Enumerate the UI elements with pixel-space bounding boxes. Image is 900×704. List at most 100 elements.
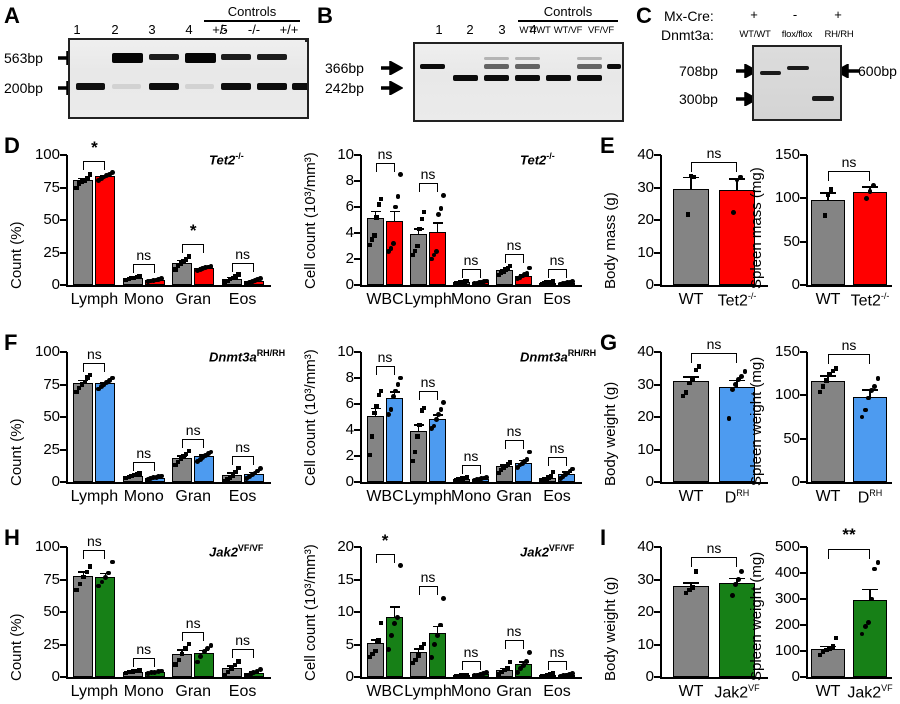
data-point <box>386 248 392 254</box>
y-tick <box>354 180 361 182</box>
data-point <box>225 477 230 482</box>
data-point <box>499 669 504 674</box>
data-point <box>503 463 508 468</box>
genotype-annotation: Dnmt3aRH/RH <box>520 348 597 365</box>
data-point <box>82 379 87 385</box>
data-point <box>684 590 689 596</box>
error-bar <box>181 649 183 654</box>
panel-b-control-lane-vfvf: VF/VF <box>588 25 614 36</box>
significance-label: * <box>381 530 389 550</box>
data-point <box>82 178 87 183</box>
bar-D <box>719 387 755 482</box>
gel-band <box>484 64 509 69</box>
data-point <box>824 378 829 383</box>
data-point <box>742 369 748 374</box>
data-point <box>419 644 424 650</box>
data-point <box>233 470 238 475</box>
bar-Lymph-D-RH <box>95 383 116 482</box>
y-tick <box>654 611 661 613</box>
y-tick-label: 8 <box>345 172 354 189</box>
y-axis-label: Count (%) <box>8 613 25 681</box>
data-point <box>523 659 529 664</box>
data-point <box>151 475 156 481</box>
error-bar-cap <box>389 210 400 213</box>
significance-bracket <box>691 557 737 568</box>
bar-WBC-WT <box>367 643 384 677</box>
y-tick <box>800 240 807 243</box>
data-point <box>460 476 465 481</box>
data-point <box>693 367 698 373</box>
data-point <box>539 674 544 679</box>
data-point <box>258 667 263 673</box>
data-point <box>247 671 253 677</box>
data-point <box>541 477 547 482</box>
y-axis-label-text: Cell count (10³/mm³) <box>302 152 319 289</box>
data-point <box>181 454 186 459</box>
data-point <box>872 566 878 572</box>
gel-background-b <box>415 44 622 120</box>
y-tick-label: 30 <box>637 375 654 393</box>
y-tick <box>60 611 67 613</box>
bar-Lymph-WT <box>73 382 94 482</box>
data-point <box>74 390 79 395</box>
y-axis-I-left <box>660 547 662 678</box>
data-point <box>393 388 399 394</box>
significance-bracket <box>828 171 870 182</box>
x-tick-label: Lymph <box>404 488 452 505</box>
bar-Jak2 <box>853 599 887 677</box>
significance-label: ns <box>506 237 522 254</box>
data-point <box>228 276 233 282</box>
error-bar-cap <box>226 472 237 474</box>
data-point <box>472 673 478 679</box>
data-point <box>392 621 397 627</box>
data-point <box>569 279 575 285</box>
significance-bracket <box>375 162 395 172</box>
data-point <box>821 650 826 655</box>
data-point <box>684 390 689 395</box>
data-point <box>109 170 115 175</box>
x-axis-G-right <box>806 482 892 484</box>
data-point <box>696 364 702 369</box>
significance-bracket <box>828 354 870 365</box>
y-axis-label-text: Cell count (10³/mm³) <box>302 544 319 681</box>
data-point <box>376 202 382 207</box>
significance-label: ns <box>463 251 479 268</box>
data-point <box>515 465 521 471</box>
y-tick <box>354 284 361 286</box>
data-point <box>379 620 384 626</box>
data-point <box>433 248 439 254</box>
y-tick <box>354 643 361 646</box>
data-point <box>386 412 392 417</box>
data-point <box>551 470 556 475</box>
bar-WBC-WT <box>367 415 384 482</box>
data-point <box>208 643 214 649</box>
data-point <box>687 587 692 593</box>
data-point <box>501 465 506 470</box>
x-tick-label: WT <box>678 488 704 505</box>
y-tick-label: 20 <box>637 603 654 620</box>
y-tick <box>60 284 67 286</box>
data-point <box>197 456 203 462</box>
x-tick-label: Mono <box>123 683 164 700</box>
x-tick-label: Eos <box>228 683 257 700</box>
data-point <box>104 173 110 179</box>
y-tick-label: 40 <box>637 343 654 360</box>
panel-a-gel <box>68 38 309 119</box>
data-point <box>107 172 112 177</box>
bar-Lymph-WT <box>410 233 427 285</box>
y-axis-label-text: Spleen mass (mg) <box>748 167 765 289</box>
data-point <box>822 213 827 218</box>
panel-a-control-lane-het: +/- <box>212 22 228 37</box>
data-point <box>130 669 135 674</box>
data-point <box>388 406 394 412</box>
panel-letter-h: H <box>4 525 20 550</box>
y-tick-label: 6 <box>345 395 354 412</box>
data-point <box>566 672 572 677</box>
data-point <box>440 192 446 198</box>
error-bar <box>374 638 377 644</box>
data-point <box>395 194 401 199</box>
y-tick <box>60 251 67 254</box>
y-axis-label: Spleen weight (mg) <box>748 357 765 486</box>
x-axis-E-right <box>806 285 892 287</box>
error-bar-cap <box>862 588 878 591</box>
